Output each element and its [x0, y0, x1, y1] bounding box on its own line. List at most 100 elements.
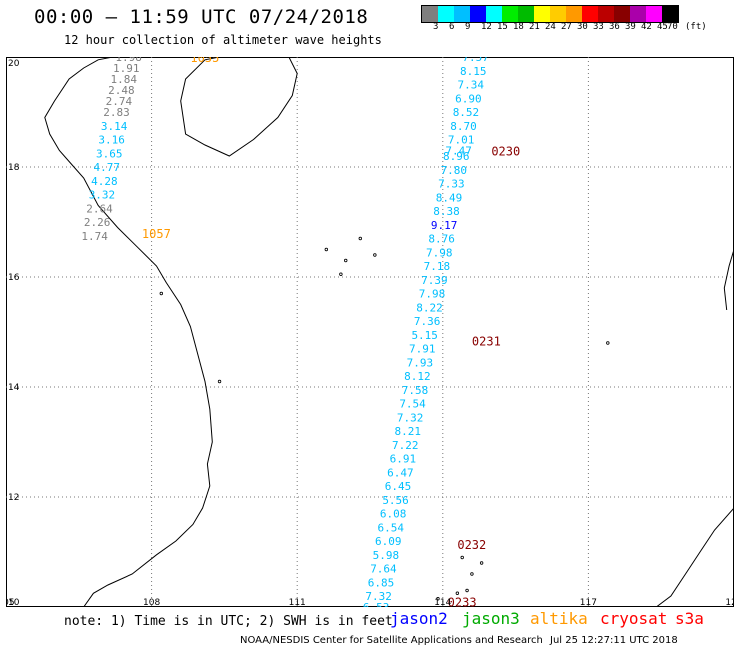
legend-label: 27 — [561, 22, 572, 32]
wave-height-value: 2.48 — [108, 84, 135, 97]
lat-tick-label: 10 — [8, 598, 20, 607]
legend-swatch — [614, 6, 630, 22]
legend-swatch — [518, 6, 534, 22]
legend-label: 45 — [657, 22, 668, 32]
legend-swatch — [582, 6, 598, 22]
legend-label: 70 — [667, 22, 678, 32]
wave-height-value: 7.22 — [392, 439, 419, 452]
island-marker — [217, 379, 222, 384]
wave-height-value: 8.70 — [450, 120, 477, 133]
map-frame — [6, 57, 734, 607]
wave-height-value: 6.54 — [377, 521, 404, 534]
wave-height-value: 2.74 — [106, 95, 133, 108]
legend-label: 3 — [433, 22, 439, 32]
legend-swatch — [470, 6, 486, 22]
island-marker — [479, 561, 484, 565]
wave-height-value: 6.53 — [363, 601, 390, 607]
legend-unit: (ft) — [685, 22, 707, 32]
legend-label: 30 — [577, 22, 588, 32]
pass-time-label: 0232 — [457, 538, 486, 552]
wave-height-value: 6.91 — [390, 453, 417, 466]
legend-label: 6 — [449, 22, 455, 32]
sat-altika: altika — [530, 609, 588, 628]
legend-label: 15 — [497, 22, 508, 32]
lon-tick-label: 120 — [725, 598, 734, 607]
sat-jason2: jason2 — [390, 609, 448, 628]
island-marker — [373, 253, 377, 257]
color-scale-labels: 3 6 9 12 15 18 21 24 27 30 33 36 39 42 45 70 (ft) — [421, 22, 740, 36]
island-marker — [344, 258, 348, 263]
wave-height-value: 7.01 — [448, 134, 475, 147]
island-marker — [324, 247, 329, 252]
wave-height-value: 1.74 — [81, 230, 108, 243]
wave-height-value: 7.98 — [426, 246, 453, 259]
island-marker — [455, 591, 460, 595]
wave-height-value: 8.49 — [436, 191, 463, 204]
island-marker — [460, 555, 464, 560]
wave-height-value: 6.08 — [380, 508, 407, 521]
wave-height-value: 5.15 — [411, 329, 438, 342]
wave-height-value: 6.45 — [385, 480, 412, 493]
lat-tick-label: 14 — [8, 383, 20, 393]
wave-height-value: 6.85 — [368, 576, 395, 589]
wave-height-value: 7.32 — [365, 590, 392, 603]
coastline-hainan — [180, 57, 298, 157]
island-marker — [436, 597, 440, 601]
coastline-palawan — [655, 507, 734, 607]
wave-height-value: 7.64 — [370, 563, 397, 576]
pass-time-label: 0233 — [448, 596, 477, 608]
legend-label: 36 — [609, 22, 620, 32]
wave-height-value: 7.47 — [445, 145, 472, 158]
sat-jason3: jason3 — [462, 609, 520, 628]
legend-label: 42 — [641, 22, 652, 32]
legend-label: 39 — [625, 22, 636, 32]
wave-height-value: 8.15 — [460, 65, 487, 78]
wave-height-value: 7.57 — [462, 57, 489, 64]
pass-time-label: 0231 — [472, 334, 501, 348]
lon-tick-label: 108 — [143, 598, 160, 607]
legend-swatch — [598, 6, 614, 22]
wave-height-value: 7.36 — [414, 315, 441, 328]
wave-height-value: 6.47 — [387, 466, 414, 479]
wave-height-value: 5.56 — [382, 494, 409, 507]
chart-subtitle: 12 hour collection of altimeter wave hei… — [64, 33, 382, 47]
legend-swatch — [422, 6, 438, 22]
wave-height-value: 8.12 — [404, 370, 431, 383]
wave-height-value: 9.17 — [431, 219, 458, 232]
footer-note: note: 1) Time is in UTC; 2) SWH is in fe… — [64, 614, 393, 629]
chart-title: 00:00 – 11:59 UTC 07/24/2018 — [34, 6, 369, 28]
wave-height-value: 1.84 — [111, 73, 138, 86]
wave-height-value: 8.96 — [443, 150, 470, 163]
legend-label: 12 — [481, 22, 492, 32]
island-marker — [159, 291, 164, 296]
legend-swatch — [438, 6, 454, 22]
wave-height-value: 3.32 — [89, 189, 116, 202]
wave-height-value: 8.22 — [416, 301, 443, 314]
legend-swatch — [454, 6, 470, 22]
lat-tick-label: 20 — [8, 59, 20, 69]
wave-height-value: 7.39 — [421, 274, 448, 287]
legend-swatch — [566, 6, 582, 22]
wave-height-value: 4.28 — [91, 175, 118, 188]
wave-height-value: 3.16 — [98, 134, 125, 147]
wave-height-value: 7.34 — [458, 79, 485, 92]
wave-height-map: 1.981.911.842.482.742.833.143.163.654.77… — [6, 57, 734, 607]
legend-swatch — [662, 6, 678, 22]
sat-cryosat: cryosat — [600, 609, 668, 628]
island-marker — [358, 236, 362, 241]
legend-swatch — [550, 6, 566, 22]
color-scale-legend — [421, 5, 679, 23]
coastline-vietnam — [44, 57, 213, 607]
island-marker — [339, 272, 343, 276]
lon-tick-label: 114 — [434, 598, 451, 607]
wave-height-value: 7.93 — [407, 356, 434, 369]
wave-height-value: 7.58 — [402, 384, 429, 397]
lon-tick-label: 105 — [6, 598, 15, 607]
wave-height-value: 7.32 — [397, 411, 424, 424]
legend-swatch — [534, 6, 550, 22]
wave-height-value: 6.90 — [455, 92, 482, 105]
wave-height-value: 3.14 — [101, 120, 128, 133]
lat-tick-label: 18 — [8, 163, 20, 173]
credit-text: NOAA/NESDIS Center for Satellite Applica… — [240, 635, 543, 646]
wave-height-value: 1.91 — [113, 62, 140, 75]
